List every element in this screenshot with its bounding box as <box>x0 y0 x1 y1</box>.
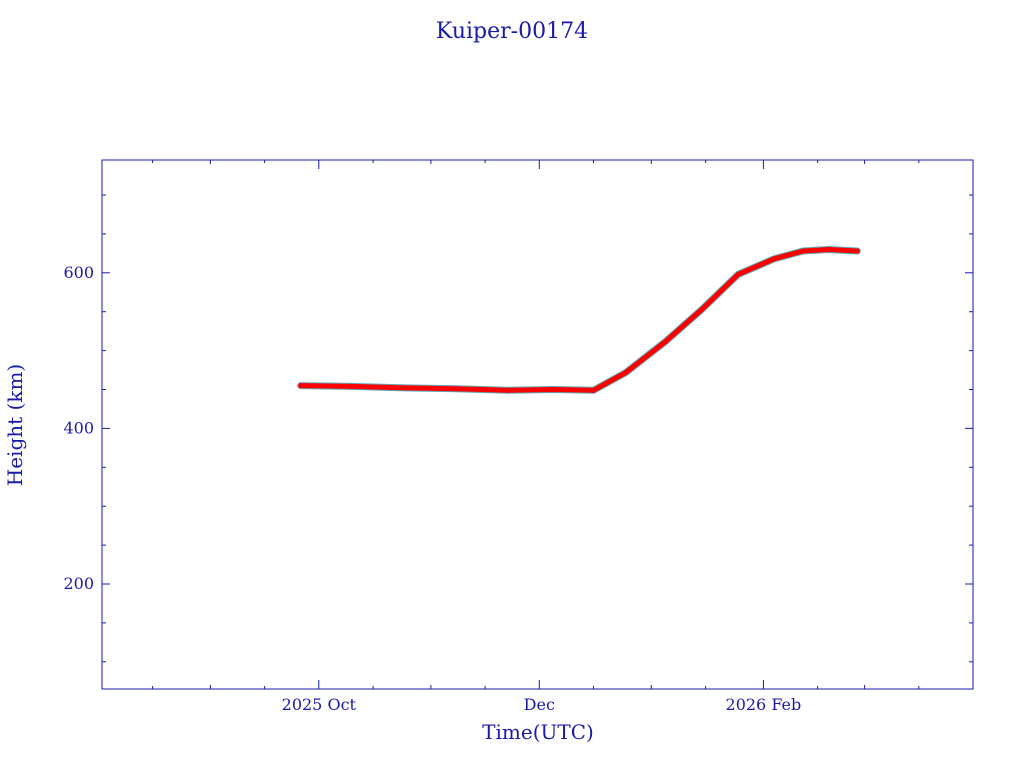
data-point <box>771 256 777 262</box>
data-point <box>298 383 304 389</box>
y-tick-label: 400 <box>63 418 94 437</box>
x-tick-label: 2025 Oct <box>282 695 357 714</box>
plot-frame <box>101 159 974 690</box>
x-tick-label: Dec <box>524 695 555 714</box>
data-point <box>800 248 806 254</box>
data-point <box>504 387 510 393</box>
data-point <box>699 306 705 312</box>
y-axis-label: Height (km) <box>3 364 27 486</box>
series-group <box>297 246 861 394</box>
data-point <box>348 383 354 389</box>
data-point <box>403 385 409 391</box>
data-point <box>453 386 459 392</box>
data-point <box>623 369 629 375</box>
series-line <box>298 247 860 393</box>
chart-title: Kuiper-00174 <box>436 19 588 44</box>
data-point <box>551 386 557 393</box>
data-point <box>590 387 597 393</box>
series-line-shadow <box>297 246 861 394</box>
x-tick-label: 2026 Feb <box>726 695 802 714</box>
data-point <box>663 338 669 344</box>
axis-ticks: 200 400 600 2025 Oct Dec 2026 Feb <box>63 160 973 714</box>
y-tick-label: 600 <box>63 263 94 282</box>
data-point <box>825 246 832 253</box>
data-point <box>735 271 741 277</box>
data-point <box>854 248 860 254</box>
y-tick-label: 200 <box>63 574 94 593</box>
x-axis-label: Time(UTC) <box>482 720 594 744</box>
